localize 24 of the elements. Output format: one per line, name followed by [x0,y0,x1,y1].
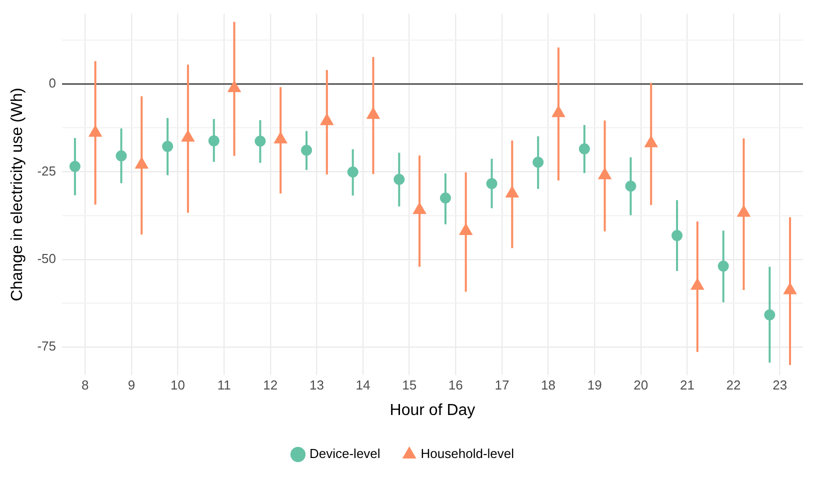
x-tick-label: 17 [494,378,510,393]
x-tick-label: 9 [128,378,136,393]
y-axis-title: Change in electricity use (Wh) [9,88,26,302]
x-tick-label: 19 [587,378,602,393]
legend-label: Device-level [309,446,380,462]
x-tick-label: 21 [680,378,694,393]
y-tick-label: 0 [48,76,56,91]
x-tick-label: 16 [448,378,463,393]
y-tick-label: -25 [37,163,56,178]
x-tick-label: 8 [82,378,89,393]
x-tick-label: 13 [309,378,324,393]
x-tick-label: 11 [217,378,231,393]
x-tick-label: 22 [726,378,741,393]
legend-label: Household-level [420,446,514,462]
y-tick-label: -75 [37,338,56,354]
x-tick-label: 23 [772,378,788,393]
x-tick-label: 20 [634,378,648,393]
x-tick-label: 14 [356,378,370,393]
x-tick-label: 18 [541,378,556,393]
y-tick-label: -50 [37,250,56,266]
x-tick-label: 12 [263,378,278,393]
x-tick-label: 15 [402,378,417,393]
x-tick-label: 10 [170,378,186,393]
x-axis-title: Hour of Day [390,402,476,419]
